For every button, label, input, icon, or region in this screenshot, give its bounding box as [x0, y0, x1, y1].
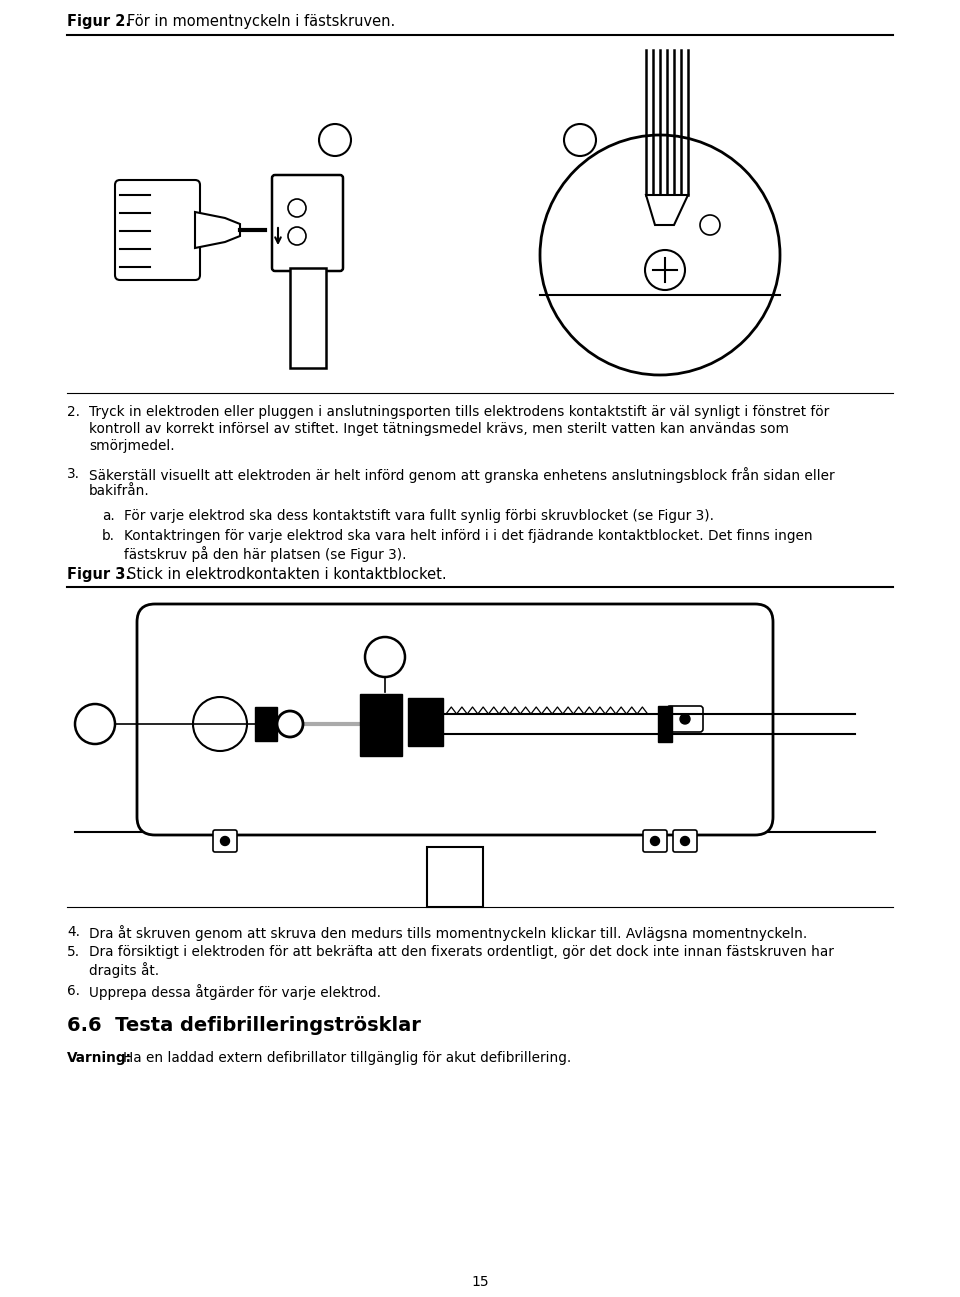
Text: 6.6  Testa defibrilleringströsklar: 6.6 Testa defibrilleringströsklar [67, 1016, 420, 1035]
Circle shape [651, 837, 660, 846]
Bar [408, 698, 443, 746]
Bar [255, 707, 277, 741]
Text: 6.: 6. [67, 984, 80, 997]
FancyBboxPatch shape [137, 604, 773, 835]
Bar [658, 706, 672, 742]
Text: Stick in elektrodkontakten i kontaktblocket.: Stick in elektrodkontakten i kontaktbloc… [127, 567, 446, 582]
Circle shape [193, 696, 247, 751]
Circle shape [700, 215, 720, 235]
Circle shape [680, 715, 690, 724]
Polygon shape [195, 211, 240, 248]
Text: Upprepa dessa åtgärder för varje elektrod.: Upprepa dessa åtgärder för varje elektro… [89, 984, 381, 1000]
Text: 4.: 4. [67, 925, 80, 939]
Text: smörjmedel.: smörjmedel. [89, 438, 175, 453]
Text: a: a [89, 722, 101, 741]
Text: För in momentnyckeln i fästskruven.: För in momentnyckeln i fästskruven. [127, 14, 396, 29]
Text: b.: b. [102, 529, 115, 543]
Text: Kontaktringen för varje elektrod ska vara helt införd i i det fjädrande kontaktb: Kontaktringen för varje elektrod ska var… [124, 529, 812, 543]
Bar [290, 268, 326, 368]
Text: Säkerställ visuellt att elektroden är helt införd genom att granska enhetens ans: Säkerställ visuellt att elektroden är he… [89, 467, 834, 482]
Circle shape [645, 250, 685, 291]
Circle shape [564, 125, 596, 156]
Circle shape [319, 125, 351, 156]
Text: För varje elektrod ska dess kontaktstift vara fullt synlig förbi skruvblocket (s: För varje elektrod ska dess kontaktstift… [124, 508, 714, 523]
Text: 5.: 5. [67, 946, 80, 958]
Text: Figur 3.: Figur 3. [67, 567, 131, 582]
Circle shape [277, 711, 303, 737]
FancyBboxPatch shape [673, 830, 697, 852]
Text: 2.: 2. [67, 405, 80, 419]
Circle shape [681, 837, 689, 846]
Text: b: b [575, 139, 586, 153]
Text: a: a [330, 139, 340, 153]
Text: Varning:: Varning: [67, 1051, 132, 1065]
FancyBboxPatch shape [272, 175, 343, 271]
Text: Tryck in elektroden eller pluggen i anslutningsporten tills elektrodens kontakts: Tryck in elektroden eller pluggen i ansl… [89, 405, 829, 419]
Text: 3.: 3. [67, 467, 80, 481]
Text: dragits åt.: dragits åt. [89, 962, 159, 978]
Text: a.: a. [102, 508, 115, 523]
Text: Dra åt skruven genom att skruva den medurs tills momentnyckeln klickar till. Avl: Dra åt skruven genom att skruva den medu… [89, 925, 807, 940]
Polygon shape [646, 195, 688, 224]
Text: fästskruv på den här platsen (se Figur 3).: fästskruv på den här platsen (se Figur 3… [124, 546, 406, 562]
Circle shape [540, 135, 780, 375]
FancyBboxPatch shape [115, 180, 200, 280]
FancyBboxPatch shape [667, 706, 703, 732]
Text: Ha en laddad extern defibrillator tillgänglig för akut defibrillering.: Ha en laddad extern defibrillator tillgä… [123, 1051, 571, 1065]
Text: kontroll av korrekt införsel av stiftet. Inget tätningsmedel krävs, men sterilt : kontroll av korrekt införsel av stiftet.… [89, 422, 789, 436]
FancyBboxPatch shape [213, 830, 237, 852]
FancyBboxPatch shape [643, 830, 667, 852]
Text: Dra försiktigt i elektroden för att bekräfta att den fixerats ordentligt, gör de: Dra försiktigt i elektroden för att bekr… [89, 946, 834, 958]
Circle shape [288, 227, 306, 245]
Text: 15: 15 [471, 1275, 489, 1289]
Bar [427, 847, 483, 907]
Text: b: b [379, 655, 391, 673]
Text: Figur 2.: Figur 2. [67, 14, 131, 29]
Text: bakifrån.: bakifrån. [89, 484, 150, 498]
Circle shape [75, 704, 115, 744]
Circle shape [221, 837, 229, 846]
Circle shape [365, 637, 405, 677]
Bar [360, 694, 402, 756]
Circle shape [288, 198, 306, 217]
